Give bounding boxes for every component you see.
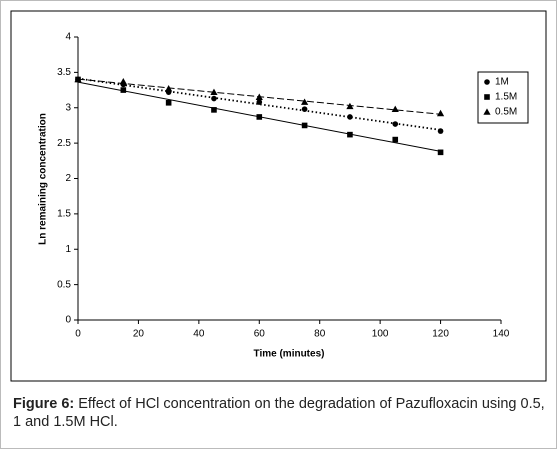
y-tick-label: 2 [65,173,71,184]
y-tick-label: 4 [65,32,71,43]
chart: Ln remaining concentration Time (minutes… [10,10,547,382]
marker [436,109,445,117]
y-tick-label: 0.5 [57,279,71,290]
y-tick-label: 1 [65,244,71,255]
marker [392,136,399,143]
marker [346,102,354,110]
marker [120,87,127,93]
marker [437,149,444,156]
x-tick-label: 60 [254,329,266,340]
marker [256,99,263,105]
caption: Figure 6: Effect of HCl concentration on… [13,395,548,431]
marker [211,107,217,113]
y-tick-label: 2.5 [57,138,71,149]
caption-text: Effect of HCl concentration on the degra… [13,396,545,430]
x-tick-label: 0 [75,329,81,340]
legend-label: 0.5M [495,107,517,118]
legend-marker [484,79,490,85]
marker [256,114,263,120]
y-tick-label: 1.5 [57,209,71,220]
x-tick-label: 20 [133,329,145,340]
marker [437,128,444,134]
y-tick-label: 3.5 [57,67,71,78]
marker [210,88,218,95]
legend-marker [483,108,491,115]
marker [391,105,399,112]
legend-label: 1.5M [495,92,517,103]
marker [347,114,353,120]
marker [301,98,309,105]
legend-label: 1M [495,77,509,88]
y-axis-label: Ln remaining concentration [38,113,49,245]
marker [301,122,308,129]
y-tick-label: 3 [65,102,71,113]
trend-line [77,77,441,131]
marker [392,121,399,127]
x-tick-label: 80 [314,329,326,340]
legend-marker [484,94,490,100]
x-tick-label: 100 [372,329,389,340]
marker [165,99,172,106]
caption-label: Figure 6: [13,396,75,412]
chart-frame [10,10,547,382]
marker [347,131,353,138]
marker [255,93,263,100]
marker [119,77,127,85]
x-axis-label: Time (minutes) [254,349,325,360]
x-tick-label: 120 [432,329,449,340]
marker [165,85,173,92]
y-tick-label: 0 [65,315,71,326]
marker [301,106,308,112]
marker [74,75,82,83]
x-tick-label: 140 [493,329,510,340]
x-tick-label: 40 [193,329,205,340]
marker [211,95,217,102]
